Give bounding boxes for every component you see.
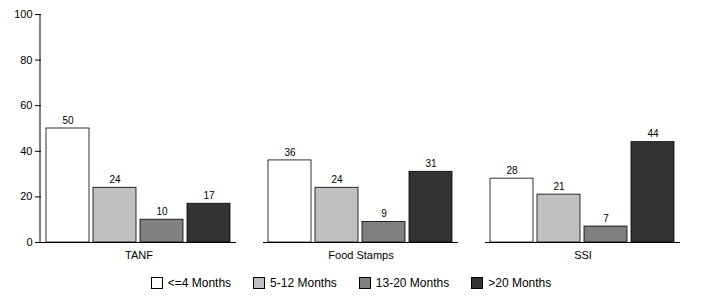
svg-text:44: 44 (647, 128, 659, 139)
html-text:5-12 Months: 5-12 Months (270, 276, 337, 290)
svg-text:17: 17 (203, 190, 215, 201)
svg-text:21: 21 (553, 181, 565, 192)
svg-text:SSI: SSI (574, 249, 592, 261)
svg-text:100: 100 (14, 8, 32, 20)
svg-text:36: 36 (284, 147, 296, 158)
svg-text:31: 31 (425, 158, 437, 169)
svg-text:24: 24 (331, 174, 343, 185)
svg-text:10: 10 (156, 206, 168, 217)
svg-text:28: 28 (506, 165, 518, 176)
svg-text:60: 60 (20, 99, 32, 111)
svg-text:80: 80 (20, 54, 32, 66)
svg-text:Food Stamps: Food Stamps (328, 249, 394, 261)
html-text:>20 Months: >20 Months (488, 276, 552, 290)
svg-text:40: 40 (20, 145, 32, 157)
svg-text:20: 20 (20, 190, 32, 202)
html-text:13-20 Months: 13-20 Months (375, 276, 450, 290)
svg-text:TANF: TANF (125, 249, 153, 261)
svg-text:9: 9 (381, 208, 387, 219)
svg-text:50: 50 (62, 115, 74, 126)
svg-text:7: 7 (603, 213, 609, 224)
html-text:<=4 Months: <=4 Months (167, 276, 232, 290)
svg-text:24: 24 (109, 174, 121, 185)
svg-text:0: 0 (26, 236, 32, 248)
